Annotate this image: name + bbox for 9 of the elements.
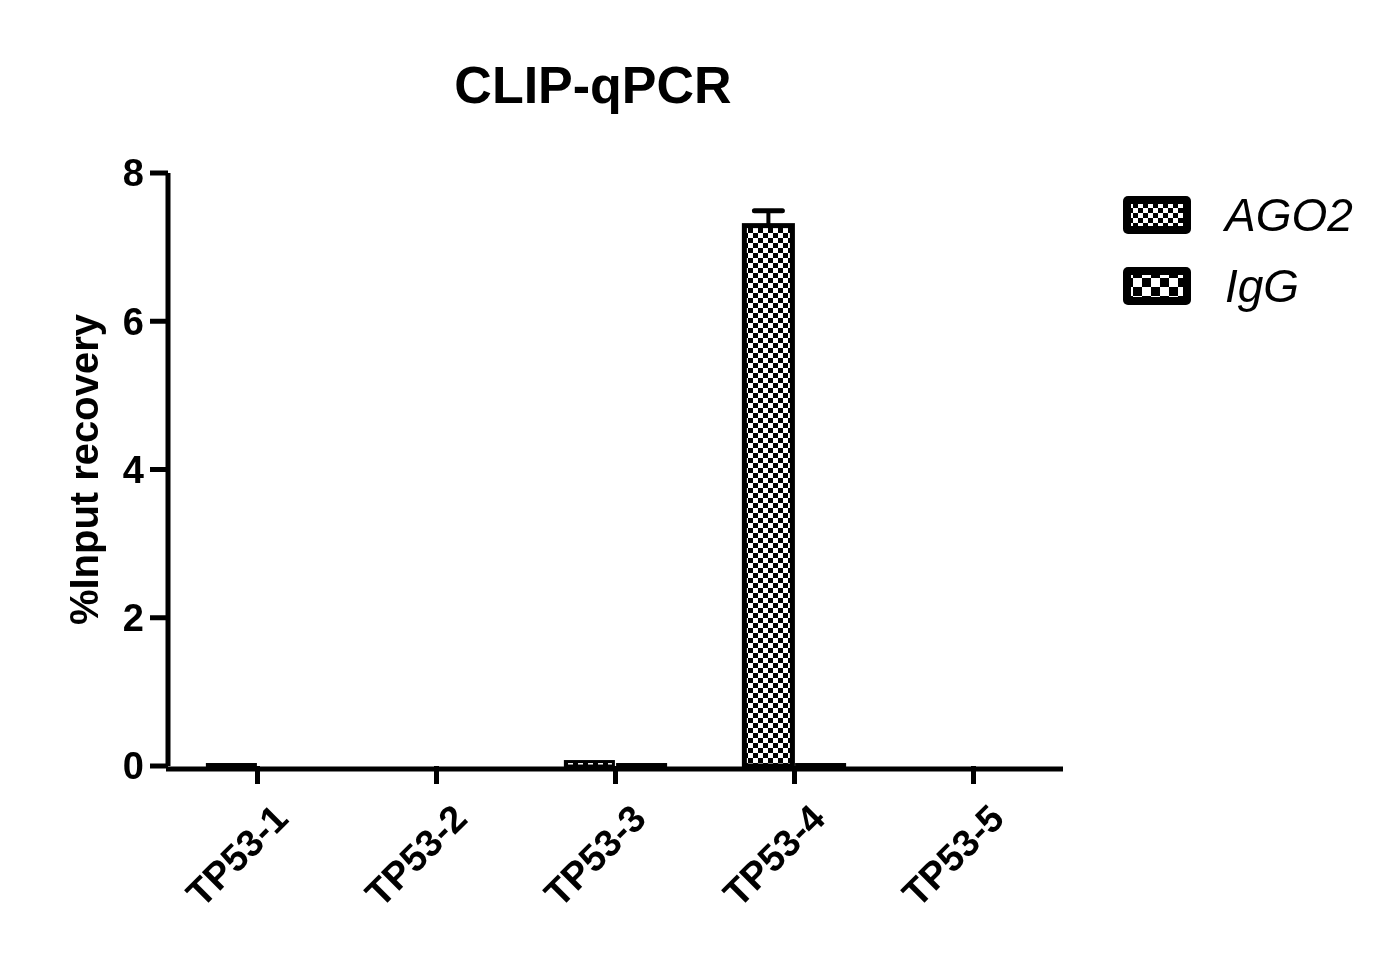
chart-title: CLIP-qPCR — [454, 56, 732, 114]
y-tick-label: 8 — [122, 152, 144, 195]
y-tick-label: 2 — [122, 597, 144, 640]
y-tick-label: 6 — [122, 300, 144, 343]
legend-label: IgG — [1225, 260, 1300, 313]
y-tick-label: 0 — [122, 745, 144, 788]
y-axis-title: %Input recovery — [62, 313, 106, 626]
y-tick-label: 4 — [122, 448, 144, 491]
legend-label: AGO2 — [1222, 189, 1353, 242]
